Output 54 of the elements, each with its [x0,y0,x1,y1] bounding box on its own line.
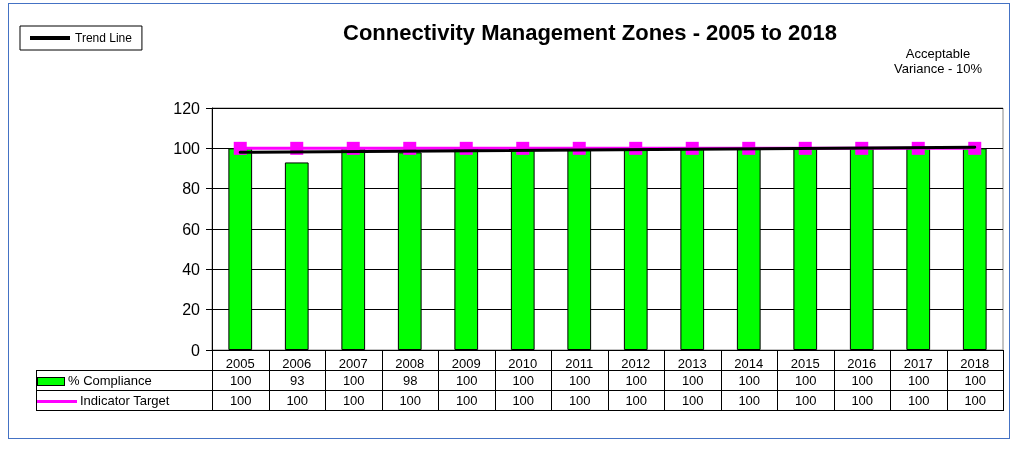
x-tick-label: 2006 [282,356,312,371]
data-label: 100 [890,370,947,391]
y-tick-label: 20 [182,301,201,319]
data-label: 100 [721,370,778,391]
y-tick-label: 60 [182,220,201,238]
x-tick-label: 2018 [960,356,990,371]
x-tick-label: 2010 [508,356,538,371]
x-tick-label: 2014 [734,356,764,371]
data-label: 100 [664,370,721,391]
data-label: 100 [269,390,326,411]
data-label: 100 [947,390,1004,411]
legend-label: % Compliance [68,373,152,388]
y-tick-label: 0 [191,341,201,359]
data-label: 100 [551,370,608,391]
data-label: 100 [890,390,947,411]
data-label: 100 [212,370,269,391]
y-tick-label: 40 [182,260,201,278]
data-label: 100 [947,370,1004,391]
data-label: 100 [777,370,834,391]
data-label: 100 [495,370,552,391]
data-label: 100 [721,390,778,411]
data-label: 100 [664,390,721,411]
y-tick-label: 120 [173,99,201,117]
data-label: 93 [269,370,326,391]
data-label: 100 [382,390,439,411]
data-label: 100 [325,390,382,411]
data-label: 100 [608,390,665,411]
data-label: 100 [212,390,269,411]
chart-title: Connectivity Management Zones - 2005 to 2018 [343,19,837,45]
data-label: 98 [382,370,439,391]
data-label: 100 [495,390,552,411]
x-tick-label: 2013 [677,356,707,371]
x-tick-label: 2005 [225,356,255,371]
legend-label: Indicator Target [80,393,170,408]
x-tick-label: 2015 [790,356,820,371]
data-label: 100 [325,370,382,391]
data-label: 100 [777,390,834,411]
y-tick-label: 80 [182,180,201,198]
data-label: 100 [438,390,495,411]
x-tick-label: 2016 [847,356,877,371]
y-tick-label: 100 [173,139,201,157]
x-tick-label: 2012 [621,356,651,371]
x-tick-label: 2009 [451,356,481,371]
data-label: 100 [834,390,891,411]
x-tick-label: 2011 [565,356,594,371]
x-tick-label: 2008 [395,356,425,371]
x-tick-label: 2007 [338,356,368,371]
legend-label: Trend Line [75,31,133,45]
x-tick-label: 2017 [903,356,933,371]
data-label: 100 [608,370,665,391]
data-label: 100 [834,370,891,391]
text: Acceptable Variance - 10% [893,46,983,76]
data-label: 100 [438,370,495,391]
data-label: 100 [551,390,608,411]
